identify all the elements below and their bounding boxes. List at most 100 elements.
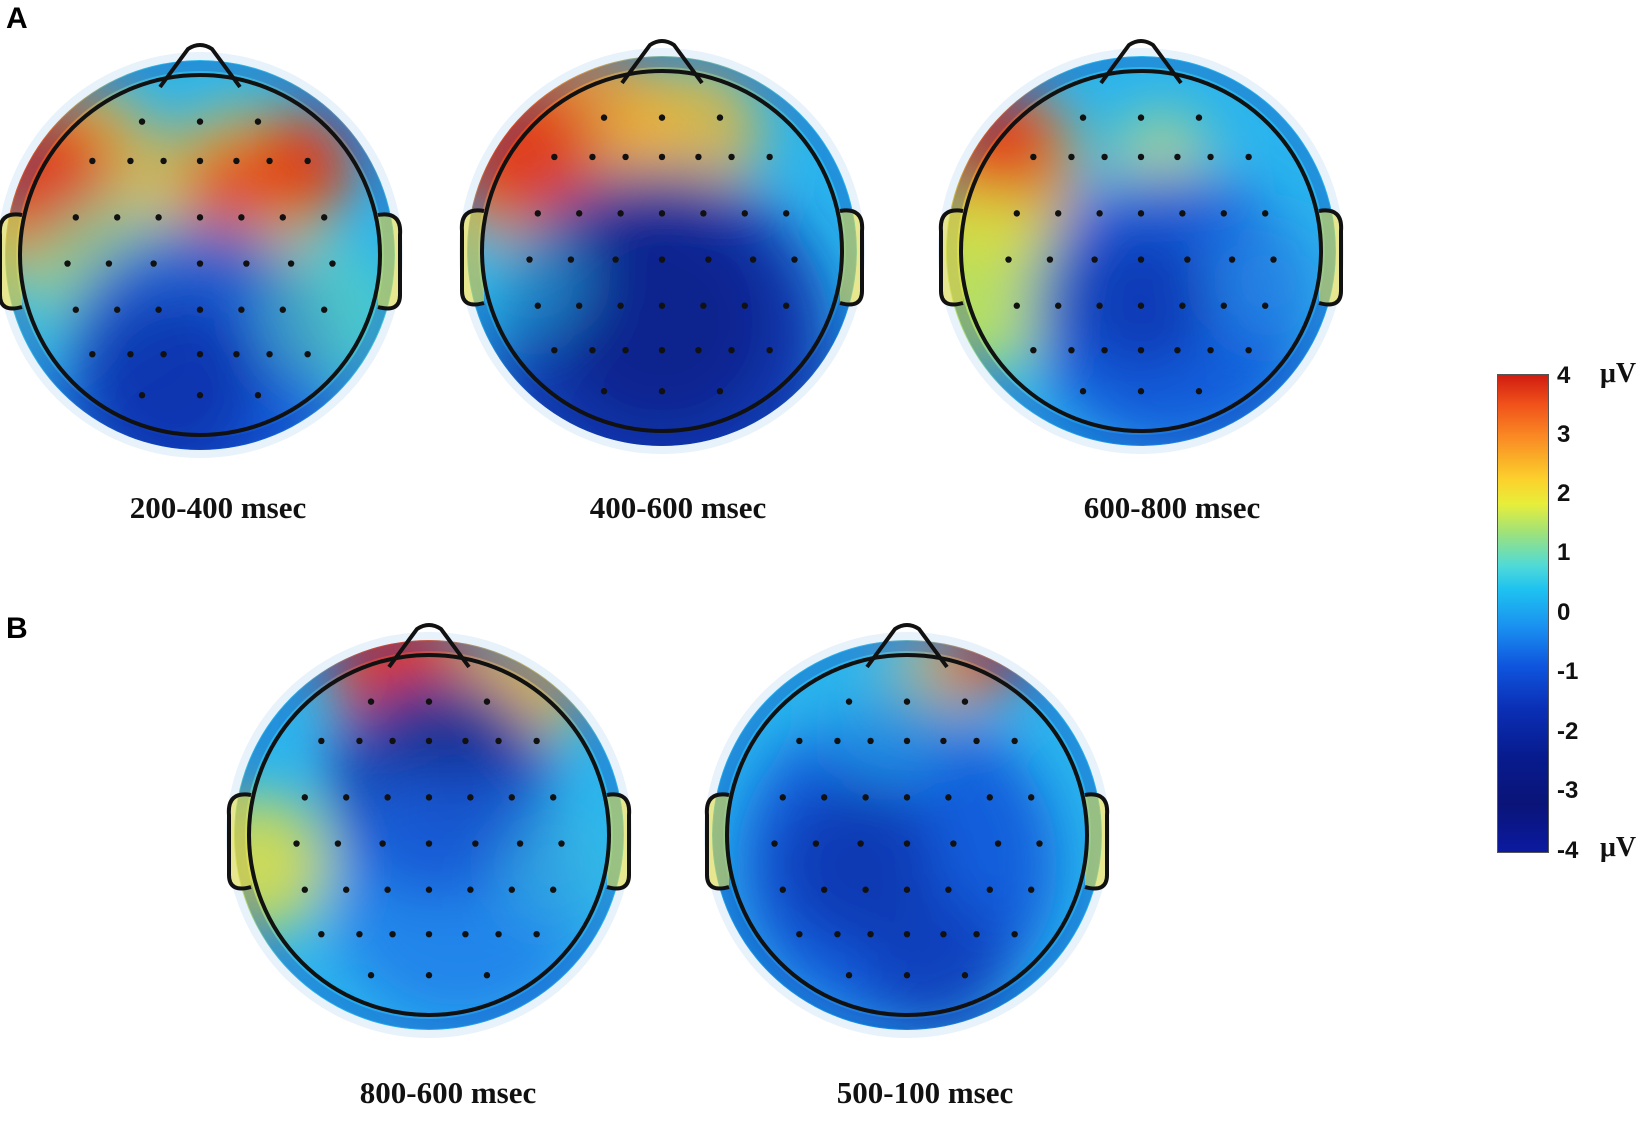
electrode-dot bbox=[1262, 210, 1269, 217]
topo-map-3 bbox=[938, 39, 1344, 454]
electrode-dot bbox=[105, 260, 113, 267]
electrode-dot bbox=[367, 972, 375, 979]
colorbar-unit-top: μV bbox=[1600, 358, 1637, 389]
electrode-dot bbox=[567, 256, 575, 263]
electrode-dot bbox=[862, 886, 869, 893]
electrode-dot bbox=[903, 886, 911, 893]
electrode-dot bbox=[600, 114, 608, 121]
electrode-dot bbox=[321, 306, 328, 313]
electrode-dot bbox=[783, 302, 790, 309]
electrode-dot bbox=[1030, 346, 1037, 354]
electrode-dot bbox=[695, 346, 702, 354]
electrode-dot bbox=[293, 840, 300, 847]
electrode-dot bbox=[233, 157, 240, 165]
electrode-dot bbox=[1207, 153, 1214, 161]
electrode-dot bbox=[658, 388, 666, 395]
electrode-dot bbox=[64, 260, 71, 267]
electrode-dot bbox=[304, 350, 311, 358]
electrode-dot bbox=[551, 346, 558, 354]
electrode-dot bbox=[1013, 210, 1020, 217]
electrode-dot bbox=[1220, 210, 1227, 217]
electrode-dot bbox=[1028, 886, 1035, 893]
electrode-dot bbox=[700, 302, 707, 309]
electrode-dot bbox=[343, 886, 350, 893]
electrode-dot bbox=[534, 210, 541, 217]
electrode-dot bbox=[705, 256, 712, 263]
electrode-dot bbox=[483, 972, 491, 979]
topo-map-1 bbox=[0, 43, 403, 458]
topo-map-5 bbox=[704, 623, 1110, 1038]
electrode-dot bbox=[1184, 256, 1191, 263]
electrode-dot bbox=[279, 306, 286, 313]
electrode-dot bbox=[1179, 210, 1186, 217]
electrode-dot bbox=[1091, 256, 1098, 263]
electrode-dot bbox=[1179, 302, 1186, 309]
electrode-dot bbox=[254, 392, 262, 399]
electrode-dot bbox=[266, 350, 273, 358]
electrode-dot bbox=[903, 698, 911, 705]
electrode-dot bbox=[526, 256, 533, 263]
electrode-dot bbox=[600, 388, 608, 395]
electrode-dot bbox=[155, 214, 162, 221]
electrode-dot bbox=[425, 930, 433, 938]
electrode-dot bbox=[576, 210, 583, 217]
electrode-dot bbox=[425, 840, 433, 847]
electrode-dot bbox=[845, 698, 853, 705]
electrode-dot bbox=[318, 737, 325, 745]
electrode-dot bbox=[867, 930, 874, 938]
electrode-dot bbox=[196, 118, 204, 125]
electrode-dot bbox=[1174, 346, 1181, 354]
electrode-dot bbox=[1220, 302, 1227, 309]
electrode-dot bbox=[779, 886, 786, 893]
electrode-dot bbox=[160, 350, 167, 358]
electrode-dot bbox=[233, 350, 240, 358]
electrode-dot bbox=[695, 153, 702, 161]
electrode-dot bbox=[550, 886, 557, 893]
electrode-dot bbox=[138, 392, 146, 399]
electrode-dot bbox=[304, 157, 311, 165]
electrode-dot bbox=[903, 737, 911, 745]
electrode-dot bbox=[986, 794, 993, 801]
electrode-dot bbox=[796, 737, 803, 745]
electrode-dot bbox=[425, 698, 433, 705]
electrode-dot bbox=[1013, 302, 1020, 309]
electrode-dot bbox=[89, 350, 96, 358]
electrode-dot bbox=[576, 302, 583, 309]
electrode-dot bbox=[658, 210, 666, 217]
map-caption-3: 600-800 msec bbox=[1083, 490, 1261, 525]
electrode-dot bbox=[1174, 153, 1181, 161]
electrode-dot bbox=[533, 930, 540, 938]
electrode-dot bbox=[533, 737, 540, 745]
electrode-dot bbox=[622, 153, 629, 161]
electrode-dot bbox=[1096, 210, 1103, 217]
electrode-dot bbox=[508, 886, 515, 893]
electrode-dot bbox=[483, 698, 491, 705]
electrode-dot bbox=[1055, 210, 1062, 217]
electrode-dot bbox=[243, 260, 250, 267]
colorbar-tick: 4 bbox=[1557, 362, 1571, 389]
electrode-dot bbox=[138, 118, 146, 125]
electrode-dot bbox=[196, 392, 204, 399]
electrode-dot bbox=[1046, 256, 1054, 263]
electrode-dot bbox=[973, 737, 980, 745]
electrode-dot bbox=[812, 840, 820, 847]
electrode-dot bbox=[1101, 346, 1108, 354]
electrode-dot bbox=[367, 698, 375, 705]
electrode-dot bbox=[945, 794, 952, 801]
electrode-dot bbox=[950, 840, 957, 847]
electrode-dot bbox=[728, 153, 735, 161]
electrode-dot bbox=[658, 302, 666, 309]
electrode-dot bbox=[155, 306, 162, 313]
electrode-dot bbox=[254, 118, 262, 125]
electrode-dot bbox=[425, 972, 433, 979]
electrode-dot bbox=[1005, 256, 1012, 263]
colorbar-tick: -1 bbox=[1557, 658, 1579, 685]
electrode-dot bbox=[379, 840, 386, 847]
electrode-dot bbox=[1096, 302, 1103, 309]
electrode-dot bbox=[779, 794, 786, 801]
electrode-dot bbox=[716, 388, 724, 395]
electrode-dot bbox=[384, 886, 391, 893]
electrode-dot bbox=[821, 794, 828, 801]
electrode-dot bbox=[551, 153, 558, 161]
electrode-dot bbox=[834, 930, 841, 938]
